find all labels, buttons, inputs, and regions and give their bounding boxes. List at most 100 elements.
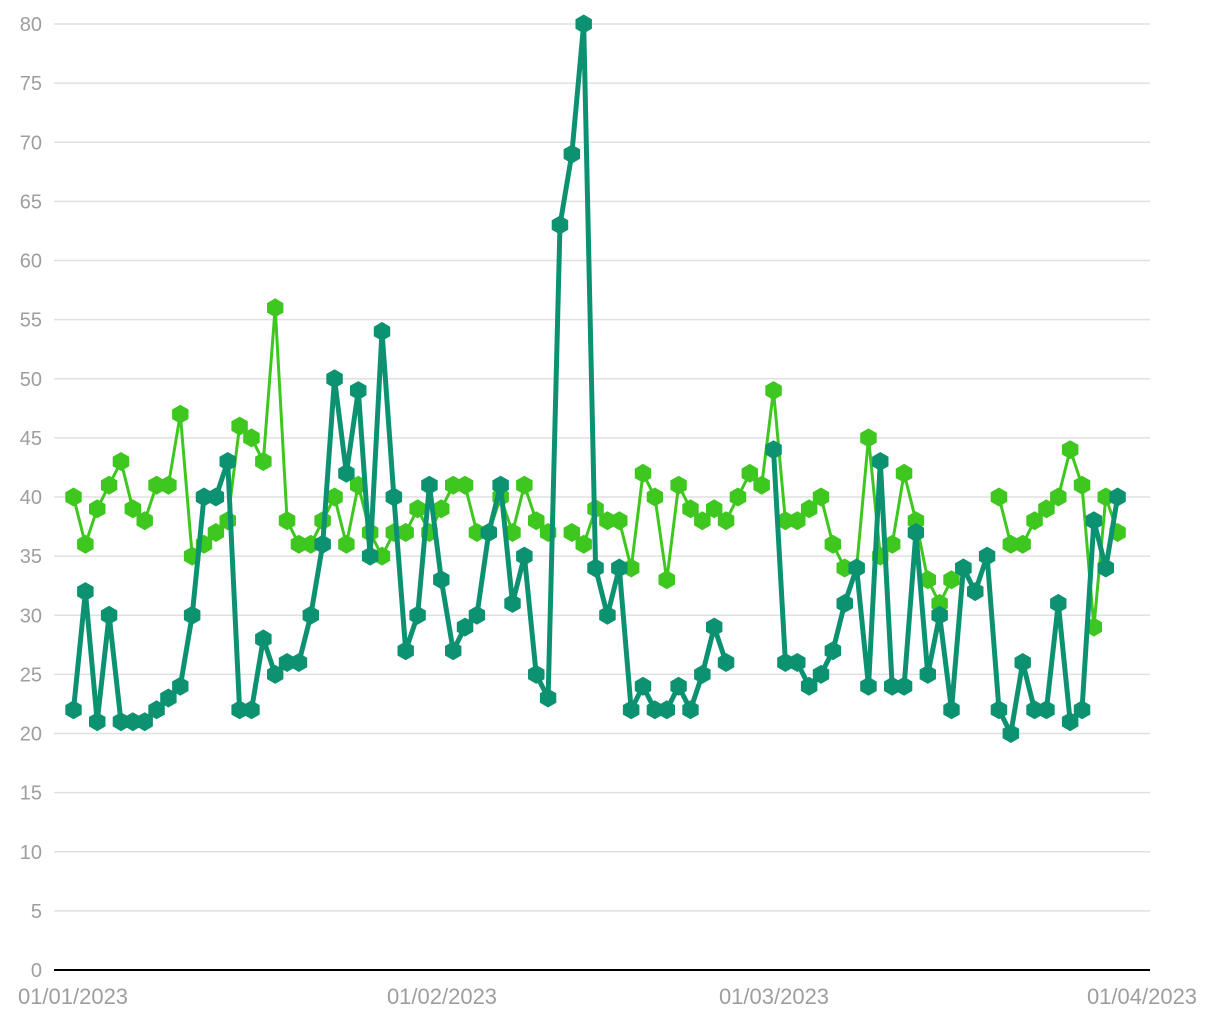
data-point (65, 700, 82, 720)
data-point (706, 617, 723, 637)
data-point (812, 487, 830, 507)
data-point (765, 440, 782, 460)
data-point (634, 463, 652, 483)
grid-lines (54, 23, 1150, 912)
data-point (468, 605, 486, 625)
data-point (682, 700, 699, 720)
data-point (860, 428, 877, 448)
data-point (302, 605, 319, 625)
data-point (504, 593, 521, 613)
data-point (326, 369, 343, 389)
data-point (1050, 593, 1067, 613)
data-point (480, 523, 497, 542)
data-point (1014, 534, 1031, 554)
y-tick-label: 25 (20, 664, 42, 686)
data-point (243, 700, 260, 720)
data-point (433, 499, 450, 519)
data-point (112, 452, 130, 471)
data-point (1026, 511, 1043, 531)
data-point (456, 475, 474, 495)
data-point (587, 558, 604, 578)
data-point (100, 475, 118, 495)
data-point (978, 546, 996, 566)
data-point (1038, 499, 1055, 519)
data-point (77, 582, 94, 602)
data-point (385, 487, 403, 507)
data-point (919, 570, 936, 590)
y-tick-label: 40 (20, 487, 42, 509)
data-point (670, 676, 687, 696)
data-point (706, 499, 723, 519)
data-point (409, 499, 426, 519)
y-tick-label: 30 (20, 605, 42, 627)
data-point (504, 523, 521, 542)
data-point (172, 404, 189, 424)
data-point (89, 712, 106, 732)
data-point (77, 534, 94, 554)
data-point (990, 700, 1008, 720)
y-tick-label: 15 (20, 783, 42, 805)
data-point (350, 381, 367, 401)
data-point (907, 523, 925, 542)
y-tick-label: 5 (31, 901, 42, 923)
x-axis-ticks: 01/01/2023 01/02/2023 01/03/2023 01/04/2023 (18, 984, 1197, 1009)
data-point (1050, 487, 1067, 507)
data-point (563, 523, 581, 542)
data-point (1085, 511, 1103, 531)
data-point (255, 629, 272, 649)
data-point (492, 475, 509, 495)
y-axis-ticks: 0 5 10 15 20 25 30 35 40 45 50 55 60 65 70 75 80 (20, 14, 42, 982)
y-tick-label: 55 (20, 310, 42, 332)
data-point (670, 475, 687, 495)
data-point (409, 605, 426, 625)
data-point (183, 605, 201, 625)
data-point (789, 511, 806, 531)
data-point (278, 511, 296, 531)
data-point (599, 605, 616, 625)
data-point (729, 487, 747, 507)
data-point (717, 511, 735, 531)
data-point (1073, 475, 1091, 495)
data-point (148, 700, 165, 720)
data-point (611, 511, 628, 531)
data-point (290, 653, 308, 672)
data-point (658, 700, 675, 720)
series-2 (65, 14, 1126, 743)
series-group (65, 14, 1126, 743)
data-point (528, 664, 545, 684)
data-point (397, 641, 414, 661)
data-point (433, 570, 450, 590)
data-point (800, 676, 818, 696)
data-point (575, 14, 592, 34)
data-point (528, 511, 545, 531)
data-point (741, 463, 758, 483)
data-point (136, 712, 153, 732)
data-point (100, 605, 118, 625)
data-point (361, 546, 379, 566)
data-point (646, 487, 664, 507)
data-point (219, 452, 236, 471)
x-tick-label: 01/01/2023 (18, 984, 128, 1009)
data-point (539, 688, 557, 708)
data-point (931, 605, 948, 625)
data-point (516, 475, 533, 495)
data-point (516, 546, 533, 566)
data-point (1038, 700, 1055, 720)
data-point (267, 664, 284, 684)
data-point (456, 617, 474, 637)
y-tick-label: 60 (20, 251, 42, 273)
data-point (338, 534, 355, 554)
data-point (124, 499, 142, 519)
data-point (136, 511, 153, 531)
data-point (255, 452, 272, 471)
data-point (575, 534, 592, 554)
data-point (397, 523, 414, 542)
data-point (967, 582, 984, 602)
data-point (1073, 700, 1091, 720)
series-line (570, 389, 965, 605)
y-tick-label: 70 (20, 132, 42, 154)
data-point (943, 570, 960, 590)
data-point (551, 215, 569, 235)
data-point (611, 558, 628, 578)
